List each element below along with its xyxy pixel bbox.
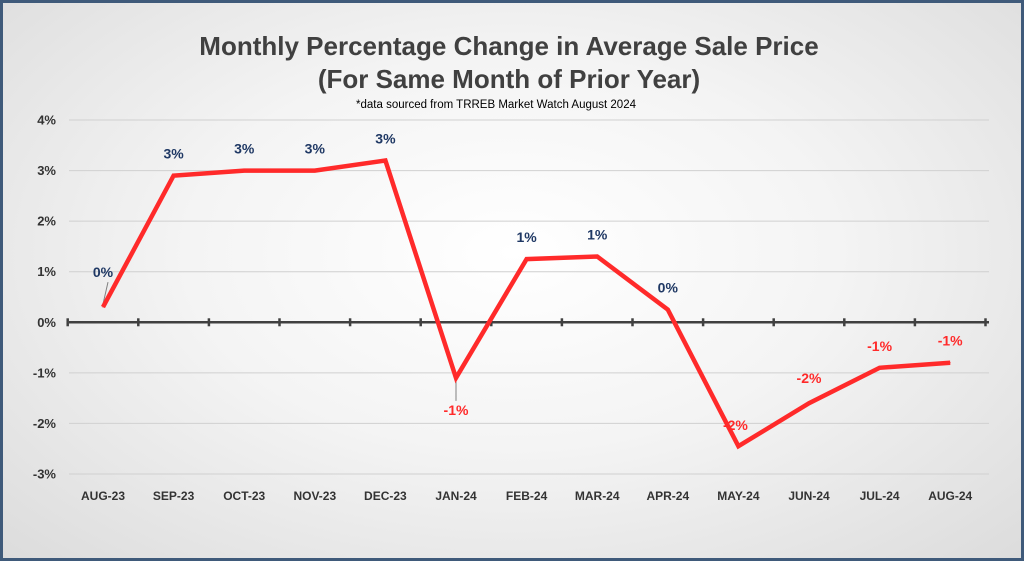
x-axis <box>66 318 989 327</box>
data-point <box>949 362 951 364</box>
data-point <box>384 159 386 161</box>
y-tick-label: 2% <box>37 214 56 229</box>
data-label: -1% <box>867 338 892 354</box>
data-point <box>243 170 245 172</box>
data-point <box>808 402 810 404</box>
data-label: -2% <box>797 370 822 386</box>
data-label: 1% <box>587 227 608 243</box>
data-point <box>667 309 669 311</box>
y-tick-label: 0% <box>37 315 56 330</box>
x-tick-label: MAY-24 <box>717 489 760 503</box>
y-tick-label: -3% <box>33 467 57 482</box>
label-leaders <box>102 282 457 401</box>
data-label: -2% <box>723 417 748 433</box>
data-point <box>526 258 528 260</box>
data-label: 3% <box>163 146 184 162</box>
line-chart: Monthly Percentage Change in Average Sal… <box>33 31 989 503</box>
x-tick-label: FEB-24 <box>506 489 548 503</box>
data-label: -1% <box>938 333 963 349</box>
data-label: 3% <box>375 130 396 146</box>
series-group <box>101 158 951 450</box>
data-point <box>596 256 598 258</box>
x-axis-ticks: AUG-23 SEP-23 OCT-23 NOV-23 DEC-23 JAN-24 FEB-… <box>81 489 973 503</box>
x-tick-label: SEP-23 <box>153 489 195 503</box>
y-tick-label: 3% <box>37 163 56 178</box>
y-tick-label: -2% <box>33 416 57 431</box>
data-label: 1% <box>516 229 537 245</box>
x-tick-label: JUL-24 <box>860 489 900 503</box>
data-label: 0% <box>658 280 679 296</box>
data-point <box>314 170 316 172</box>
x-tick-label: AUG-24 <box>928 489 972 503</box>
y-tick-label: 4% <box>37 113 56 128</box>
y-tick-label: 1% <box>37 264 56 279</box>
x-tick-label: APR-24 <box>646 489 689 503</box>
chart-subtitle: *data sourced from TRREB Market Watch Au… <box>356 99 637 111</box>
x-tick-label: JAN-24 <box>435 489 477 503</box>
x-tick-label: OCT-23 <box>223 489 265 503</box>
x-tick-label: MAR-24 <box>575 489 620 503</box>
data-label: 3% <box>305 141 326 157</box>
y-axis-ticks: -3% -2% -1% 0% 1% 2% 3% 4% <box>33 113 57 482</box>
x-tick-label: NOV-23 <box>293 489 336 503</box>
chart-title: Monthly Percentage Change in Average Sal… <box>199 31 818 61</box>
data-label: -1% <box>444 402 469 418</box>
series-line <box>101 158 951 450</box>
data-point <box>879 367 881 369</box>
data-labels: 0% 3% 3% 3% 3% -1% 1% 1% 0% -2% -2% -1% -1% <box>93 130 963 433</box>
chart-title-line2: (For Same Month of Prior Year) <box>318 64 700 94</box>
y-tick-label: -1% <box>33 365 57 380</box>
data-point <box>173 175 175 177</box>
data-point <box>102 306 104 308</box>
x-tick-label: AUG-23 <box>81 489 125 503</box>
data-point <box>455 377 457 379</box>
x-tick-label: JUN-24 <box>788 489 830 503</box>
data-label: 3% <box>234 141 255 157</box>
label-leader-line <box>102 282 109 305</box>
x-tick-label: DEC-23 <box>364 489 407 503</box>
data-label: 0% <box>93 264 114 280</box>
data-point <box>737 445 739 447</box>
